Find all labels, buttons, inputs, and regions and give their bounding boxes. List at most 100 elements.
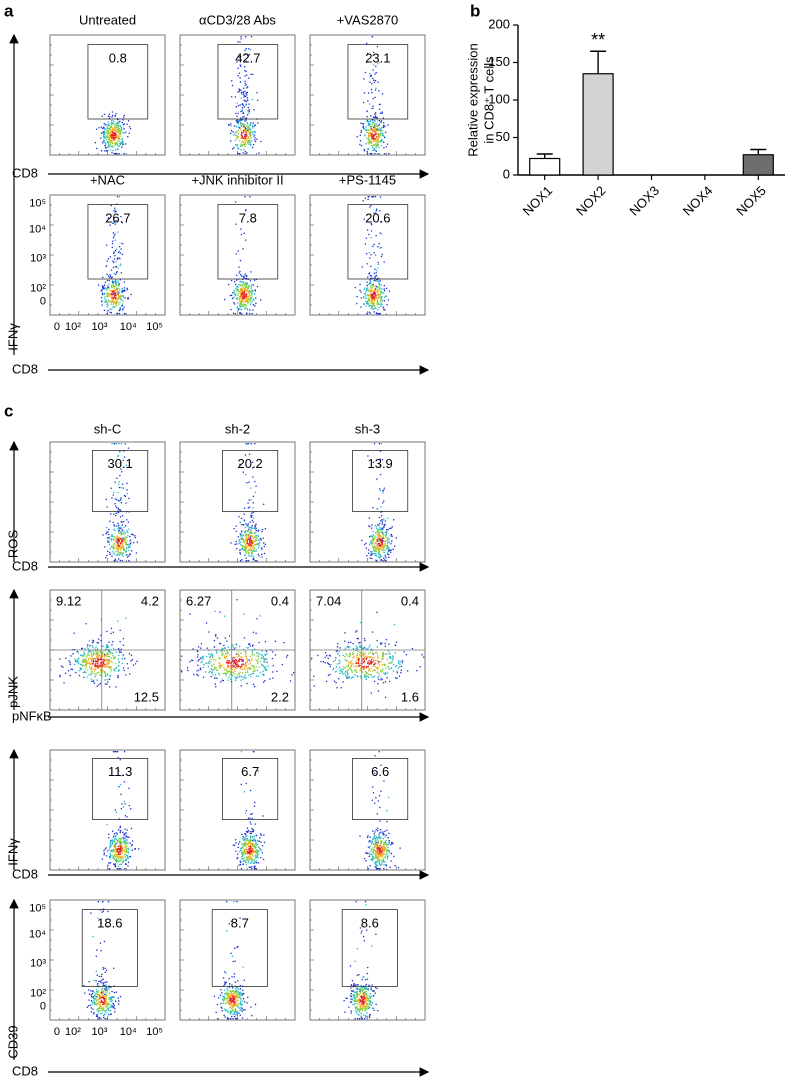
- event-dot: [101, 858, 104, 860]
- event-dot: [104, 130, 106, 132]
- event-dot: [419, 666, 421, 668]
- event-dot: [122, 143, 124, 145]
- event-dot: [384, 653, 387, 656]
- event-dot: [124, 860, 127, 862]
- event-dot: [248, 295, 250, 297]
- event-dot: [122, 552, 124, 554]
- event-dot: [375, 115, 377, 117]
- event-dot: [269, 678, 271, 680]
- event-dot: [210, 664, 213, 667]
- event-dot: [360, 666, 362, 669]
- event-dot: [251, 512, 253, 514]
- event-dot: [248, 131, 250, 133]
- event-dot: [113, 272, 115, 275]
- event-dot: [250, 535, 253, 538]
- event-dot: [372, 531, 374, 533]
- event-dot: [243, 303, 245, 305]
- event-dot: [376, 296, 378, 298]
- event-dot: [106, 665, 109, 668]
- event-dot: [352, 653, 354, 655]
- event-dot: [117, 851, 119, 853]
- event-dot: [235, 144, 237, 146]
- event-dot: [381, 660, 383, 663]
- event-dot: [378, 108, 381, 110]
- event-dot: [83, 653, 85, 656]
- event-dot: [373, 79, 375, 81]
- event-dot: [105, 655, 108, 657]
- event-dot: [381, 546, 383, 548]
- event-dot: [239, 560, 242, 562]
- event-dot: [373, 549, 375, 552]
- event-dot: [248, 48, 250, 50]
- event-dot: [118, 257, 120, 260]
- event-dot: [351, 671, 353, 674]
- event-dot: [118, 313, 121, 315]
- event-dot: [242, 676, 244, 678]
- event-dot: [249, 667, 251, 669]
- event-dot: [233, 665, 235, 667]
- event-dot: [120, 531, 122, 533]
- event-dot: [128, 132, 130, 134]
- x-axis-label: CD8: [12, 361, 38, 376]
- event-dot: [111, 644, 113, 646]
- event-dot: [96, 657, 98, 659]
- event-dot: [130, 660, 132, 662]
- event-dot: [255, 539, 258, 541]
- event-dot: [127, 847, 129, 850]
- event-dot: [110, 671, 112, 673]
- event-dot: [347, 677, 349, 679]
- event-dot: [345, 653, 347, 655]
- event-dot: [103, 309, 106, 311]
- event-dot: [138, 848, 140, 850]
- event-dot: [246, 300, 248, 302]
- event-dot: [388, 550, 390, 552]
- event-dot: [379, 134, 381, 136]
- event-dot: [376, 543, 378, 545]
- event-dot: [373, 141, 375, 143]
- event-dot: [119, 516, 122, 518]
- event-dot: [235, 665, 238, 667]
- event-dot: [111, 538, 113, 540]
- event-dot: [341, 668, 343, 670]
- event-dot: [335, 671, 337, 673]
- event-dot: [111, 291, 114, 293]
- event-dot: [104, 296, 106, 298]
- event-dot: [207, 665, 209, 668]
- event-dot: [116, 130, 119, 133]
- event-dot: [97, 642, 100, 644]
- event-dot: [233, 289, 235, 292]
- event-dot: [245, 120, 247, 122]
- event-dot: [246, 87, 248, 89]
- event-dot: [243, 283, 245, 286]
- event-dot: [247, 86, 249, 88]
- event-dot: [367, 124, 369, 127]
- event-dot: [372, 105, 374, 107]
- event-dot: [382, 117, 385, 119]
- event-dot: [236, 119, 238, 121]
- event-dot: [234, 313, 237, 315]
- event-dot: [229, 654, 231, 656]
- event-dot: [374, 543, 377, 545]
- event-dot: [256, 285, 259, 288]
- event-dot: [369, 282, 371, 285]
- event-dot: [264, 640, 267, 643]
- event-dot: [119, 264, 121, 267]
- event-dot: [243, 287, 245, 290]
- event-dot: [370, 115, 372, 117]
- event-dot: [119, 462, 121, 464]
- event-dot: [120, 532, 122, 535]
- event-dot: [367, 122, 369, 124]
- event-dot: [232, 292, 234, 294]
- event-dot: [240, 308, 242, 311]
- event-dot: [388, 541, 391, 543]
- event-dot: [113, 858, 115, 860]
- event-dot: [379, 531, 381, 533]
- event-dot: [215, 659, 217, 662]
- event-dot: [347, 646, 349, 648]
- event-dot: [108, 665, 111, 668]
- event-dot: [370, 527, 373, 529]
- event-dot: [234, 139, 237, 141]
- event-dot: [245, 830, 248, 833]
- event-dot: [263, 666, 266, 668]
- event-dot: [239, 303, 241, 305]
